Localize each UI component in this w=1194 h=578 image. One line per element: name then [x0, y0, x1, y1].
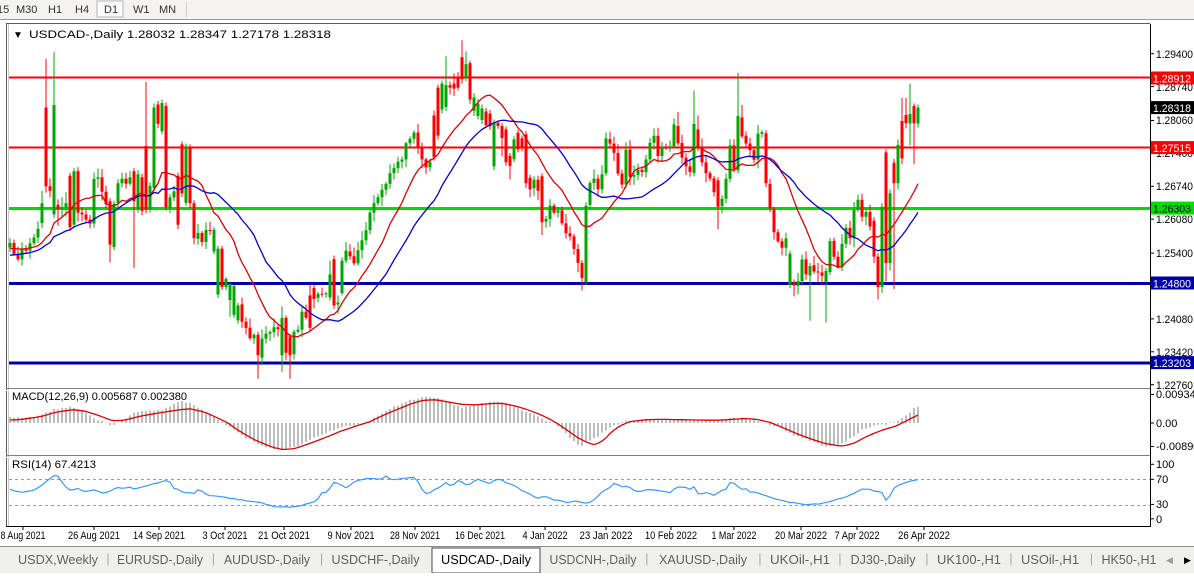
svg-text:1.24080: 1.24080: [1156, 314, 1193, 326]
svg-text:|: |: [645, 551, 648, 566]
svg-text:MACD(12,26,9) 0.005687 0.00238: MACD(12,26,9) 0.005687 0.002380: [12, 391, 187, 403]
svg-text:|: |: [838, 551, 841, 566]
svg-text:USDCHF-,Daily: USDCHF-,Daily: [332, 552, 420, 567]
svg-text:-0.008902: -0.008902: [1156, 441, 1194, 453]
svg-text:16 Dec 2021: 16 Dec 2021: [455, 530, 505, 542]
svg-text:1 Mar 2022: 1 Mar 2022: [712, 530, 757, 542]
svg-text:14 Sep 2021: 14 Sep 2021: [133, 530, 185, 542]
svg-text:UKOil-,H1: UKOil-,H1: [770, 552, 830, 567]
svg-text:1.27515: 1.27515: [1153, 143, 1191, 155]
svg-text:0.00: 0.00: [1156, 418, 1177, 430]
svg-text:0.009345: 0.009345: [1156, 389, 1194, 401]
svg-text:1.23203: 1.23203: [1153, 358, 1191, 370]
svg-text:USDCAD-,Daily 1.28032 1.28347: USDCAD-,Daily 1.28032 1.28347 1.27178 1.…: [29, 29, 331, 41]
svg-text:7 Apr 2022: 7 Apr 2022: [835, 530, 880, 542]
svg-text:28 Nov 2021: 28 Nov 2021: [390, 530, 440, 542]
svg-text:23 Jan 2022: 23 Jan 2022: [580, 530, 633, 542]
svg-text:1.26080: 1.26080: [1156, 214, 1193, 226]
svg-text:8 Aug 2021: 8 Aug 2021: [1, 530, 46, 542]
svg-text:H1: H1: [48, 4, 62, 16]
svg-text:EURUSD-,Daily: EURUSD-,Daily: [117, 552, 203, 567]
svg-text:|: |: [106, 551, 109, 566]
svg-text:1.28318: 1.28318: [1153, 103, 1191, 115]
svg-text:10 Feb 2022: 10 Feb 2022: [645, 530, 697, 542]
svg-text:1.26740: 1.26740: [1156, 181, 1193, 193]
svg-text:|: |: [1009, 551, 1012, 566]
svg-text:0: 0: [1156, 514, 1162, 526]
svg-text:USDCAD-,Daily: USDCAD-,Daily: [441, 552, 531, 567]
svg-text:1.24800: 1.24800: [1153, 279, 1191, 291]
svg-text:USOil-,H1: USOil-,H1: [1021, 552, 1079, 567]
svg-text:1.22760: 1.22760: [1156, 380, 1193, 392]
svg-text:100: 100: [1156, 459, 1174, 471]
svg-text:30: 30: [1156, 499, 1168, 511]
svg-text:XAUUSD-,Daily: XAUUSD-,Daily: [659, 552, 747, 567]
svg-text:M30: M30: [16, 4, 37, 16]
svg-text:1.28060: 1.28060: [1156, 115, 1193, 127]
svg-text:USDCNH-,Daily: USDCNH-,Daily: [550, 552, 637, 567]
svg-text:70: 70: [1156, 474, 1168, 486]
svg-text:◀: ◀: [1166, 555, 1173, 565]
svg-text:21 Oct 2021: 21 Oct 2021: [258, 530, 310, 542]
svg-text:1.29400: 1.29400: [1156, 49, 1193, 61]
svg-text:1.23420: 1.23420: [1156, 347, 1193, 359]
svg-text:26 Apr 2022: 26 Apr 2022: [898, 530, 950, 542]
svg-text:4 Jan 2022: 4 Jan 2022: [523, 530, 568, 542]
svg-text:DJ30-,Daily: DJ30-,Daily: [851, 552, 916, 567]
svg-text:|: |: [212, 551, 215, 566]
svg-text:H4: H4: [75, 4, 89, 16]
svg-text:MN: MN: [159, 4, 176, 16]
svg-text:|: |: [1090, 551, 1093, 566]
svg-text:1.25400: 1.25400: [1156, 248, 1193, 260]
svg-text:W1: W1: [133, 4, 150, 16]
svg-text:RSI(14) 67.4213: RSI(14) 67.4213: [12, 459, 96, 471]
svg-text:|: |: [758, 551, 761, 566]
svg-text:3 Oct 2021: 3 Oct 2021: [203, 530, 248, 542]
svg-text:▼: ▼: [13, 30, 23, 41]
svg-text:USDX,Weekly: USDX,Weekly: [18, 552, 98, 567]
svg-text:AUDUSD-,Daily: AUDUSD-,Daily: [224, 552, 310, 567]
svg-text:1.28740: 1.28740: [1156, 82, 1193, 94]
svg-text:1.28912: 1.28912: [1153, 74, 1191, 86]
svg-text:|: |: [925, 551, 928, 566]
svg-text:D1: D1: [104, 4, 118, 16]
svg-text:9 Nov 2021: 9 Nov 2021: [328, 530, 375, 542]
svg-text:1.26303: 1.26303: [1153, 204, 1191, 216]
svg-text:26 Aug 2021: 26 Aug 2021: [68, 530, 120, 542]
svg-text:15: 15: [0, 4, 9, 16]
svg-text:▶: ▶: [1184, 555, 1191, 565]
svg-text:UK100-,H1: UK100-,H1: [937, 552, 1001, 567]
svg-text:20 Mar 2022: 20 Mar 2022: [775, 530, 827, 542]
svg-text:|: |: [320, 551, 323, 566]
svg-text:HK50-,H1: HK50-,H1: [1102, 552, 1157, 567]
